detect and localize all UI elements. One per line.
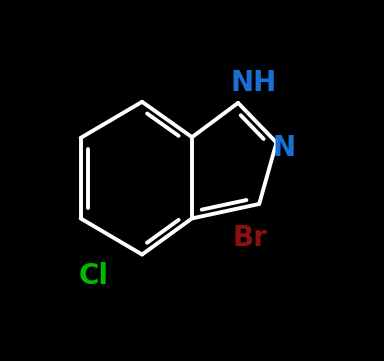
Text: N: N [273,134,296,162]
Text: NH: NH [230,69,276,97]
Text: Br: Br [232,224,267,252]
Text: Cl: Cl [79,262,109,290]
